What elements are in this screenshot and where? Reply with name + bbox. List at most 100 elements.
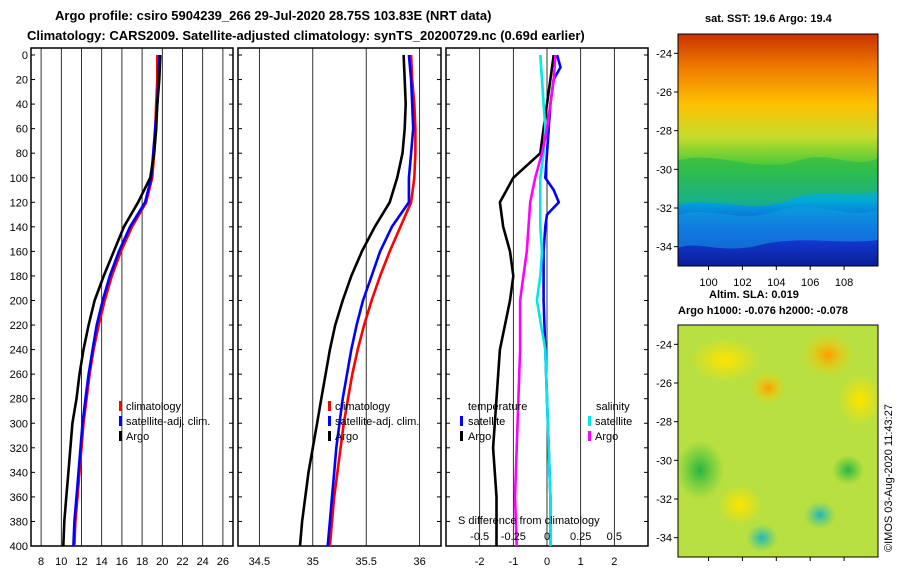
x-tick-label: 12 [75, 556, 87, 568]
sst-x-tick-label: 104 [767, 277, 785, 289]
depth-tick-label: 120 [10, 197, 28, 209]
sst-green-band [678, 157, 878, 206]
s-diff-tick-label: -0.5 [470, 531, 489, 543]
depth-tick-label: 360 [10, 492, 28, 504]
sla-spot-4 [838, 374, 882, 426]
sla-spot-1 [690, 338, 760, 382]
s-diff-tick-label: 0.25 [570, 531, 591, 543]
legend-climatology: climatology [126, 401, 182, 413]
x-tick-label: 0 [544, 556, 550, 568]
x-tick-label: 26 [217, 556, 229, 568]
x-tick-label: 35 [307, 556, 319, 568]
legend-swatch-t-satellite [460, 416, 463, 426]
series-line-argo [298, 54, 408, 546]
s-diff-tick-label: 0.5 [607, 531, 622, 543]
salinity-legend: climatology satellite-adj. clim. Argo [328, 401, 419, 443]
depth-tick-label: 0 [22, 50, 28, 62]
sst-y-tick-label: -24 [656, 48, 672, 60]
sla-map [676, 324, 882, 558]
x-tick-label: 10 [55, 556, 67, 568]
x-tick-label: 36 [414, 556, 426, 568]
salinity-panel [237, 47, 442, 547]
imos-credit: ©IMOS 03-Aug-2020 11:43:27 [883, 404, 895, 552]
sst-x-tick-label: 108 [835, 277, 853, 289]
sst-y-tick-label: -32 [656, 203, 672, 215]
legend-t-argo: Argo [468, 431, 491, 443]
depth-tick-label: 40 [16, 99, 28, 111]
sla-y-tick-label: -34 [656, 533, 672, 545]
legend-argo-2: Argo [335, 431, 358, 443]
sla-map-title-2: Argo h1000: -0.076 h2000: -0.078 [678, 305, 848, 317]
sla-y-tick-label: -32 [656, 494, 672, 506]
temperature-panel [30, 47, 234, 547]
legend-swatch-argo-2 [328, 431, 331, 441]
sla-spot-3 [750, 372, 786, 404]
depth-tick-label: 100 [10, 173, 28, 185]
temperature-legend: climatology satellite-adj. clim. Argo [119, 401, 210, 443]
sst-y-tick-label: -28 [656, 126, 672, 138]
depth-tick-label: 380 [10, 516, 28, 528]
depth-tick-label: 60 [16, 124, 28, 136]
s-diff-tick-label: -0.25 [501, 531, 526, 543]
legend-salinity-heading: salinity [596, 401, 630, 413]
legend-s-satellite: satellite [595, 416, 632, 428]
legend-swatch-argo [119, 431, 122, 441]
x-tick-label: 34.5 [249, 556, 270, 568]
series-line-salinity-satellite [535, 54, 552, 546]
sla-map-title-1: Altim. SLA: 0.019 [709, 289, 799, 301]
legend-swatch-s-argo [588, 431, 591, 441]
legend-t-satellite: satellite [468, 416, 505, 428]
sla-spot-8 [804, 501, 836, 529]
legend-satellite: satellite-adj. clim. [126, 416, 210, 428]
x-tick-label: 22 [176, 556, 188, 568]
difference-legend: temperature satellite Argo salinity sate… [460, 401, 632, 443]
sla-spot-7 [746, 524, 778, 552]
legend-swatch-s-satellite [588, 416, 591, 426]
depth-tick-label: 320 [10, 443, 28, 455]
legend-climatology-2: climatology [335, 401, 391, 413]
depth-tick-label: 180 [10, 271, 28, 283]
sla-spot-2 [802, 333, 854, 377]
sst-map-frame [677, 33, 879, 267]
x-tick-label: 35.5 [355, 556, 376, 568]
x-tick-label: 20 [156, 556, 168, 568]
legend-s-argo: Argo [595, 431, 618, 443]
x-tick-label: 18 [136, 556, 148, 568]
depth-tick-label: 340 [10, 467, 28, 479]
sst-x-tick-label: 102 [733, 277, 751, 289]
legend-argo: Argo [126, 431, 149, 443]
legend-satellite-2: satellite-adj. clim. [335, 416, 419, 428]
sst-map-title: sat. SST: 19.6 Argo: 19.4 [705, 13, 833, 25]
series-line-satellite-adj-clim- [326, 54, 415, 546]
x-tick-label: 2 [611, 556, 617, 568]
depth-tick-label: 160 [10, 246, 28, 258]
depth-tick-label: 400 [10, 541, 28, 553]
salinity-profile-series [298, 54, 417, 546]
legend-temperature-heading: temperature [468, 401, 527, 413]
legend-swatch-climatology [119, 401, 122, 411]
depth-tick-label: 20 [16, 75, 28, 87]
legend-swatch-climatology-2 [328, 401, 331, 411]
depth-tick-label: 260 [10, 369, 28, 381]
sst-y-tick-label: -30 [656, 164, 672, 176]
depth-tick-label: 240 [10, 345, 28, 357]
x-tick-label: 16 [116, 556, 128, 568]
title-line-2: Climatology: CARS2009. Satellite-adjuste… [27, 28, 585, 43]
depth-tick-label: 280 [10, 394, 28, 406]
depth-tick-label: 200 [10, 296, 28, 308]
x-tick-label: -2 [475, 556, 485, 568]
sla-spot-5 [676, 440, 724, 500]
x-tick-label: -1 [508, 556, 518, 568]
sla-y-tick-label: -30 [656, 455, 672, 467]
s-diff-tick-label: 0 [544, 531, 550, 543]
legend-swatch-satellite [119, 416, 122, 426]
sst-cyan-band [678, 207, 878, 249]
sst-y-tick-label: -26 [656, 87, 672, 99]
x-tick-label: 24 [197, 556, 209, 568]
difference-profile-series [491, 54, 562, 546]
temperature-profile-series [62, 54, 162, 546]
legend-swatch-satellite-2 [328, 416, 331, 426]
legend-swatch-t-argo [460, 431, 463, 441]
sla-y-tick-label: -26 [656, 378, 672, 390]
